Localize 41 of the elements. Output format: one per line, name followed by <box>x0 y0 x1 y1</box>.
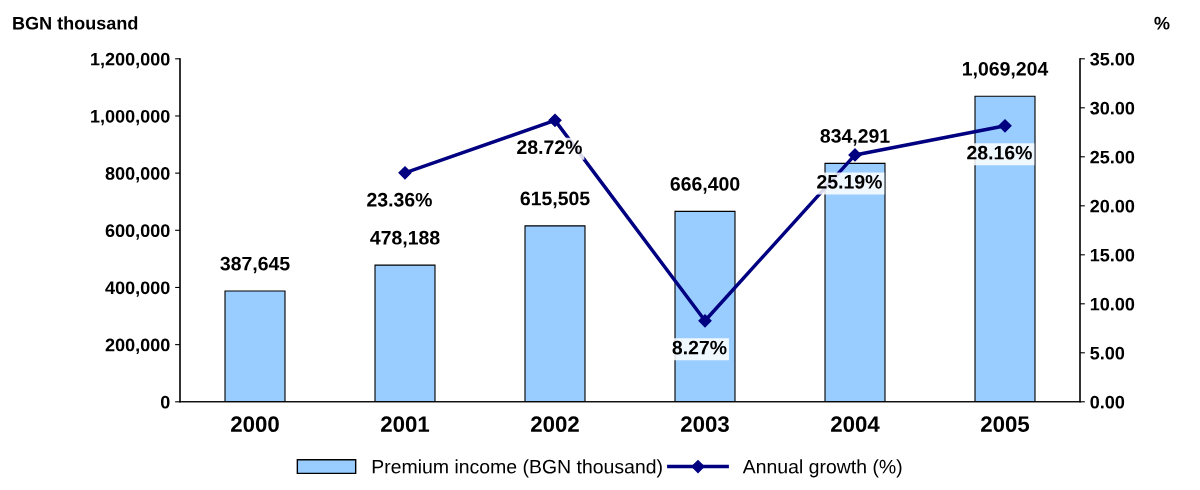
data-label: 478,188 <box>370 230 440 248</box>
y-tick-label: 200,000 <box>105 338 170 354</box>
data-label: 834,291 <box>820 129 890 146</box>
y2-tick-label: 10.00 <box>1090 297 1135 311</box>
point <box>848 148 862 162</box>
data-label: 28.16% <box>967 145 1032 160</box>
y-tick-label: 1,000,000 <box>91 109 170 126</box>
point <box>698 314 712 328</box>
y2-tick-label: 20.00 <box>1090 199 1135 213</box>
point <box>398 166 412 180</box>
x-tick-label: 2003 <box>681 416 729 433</box>
y2-tick-label: 15.00 <box>1090 248 1135 262</box>
x-tick-label: 2000 <box>231 416 279 433</box>
data-label: 23.36% <box>367 192 432 207</box>
y2-tick-label: 0.00 <box>1090 395 1125 409</box>
y2-tick-label: 30.00 <box>1090 101 1135 115</box>
data-label: 1,069,204 <box>962 61 1049 79</box>
y-tick-label: 0 <box>160 395 170 409</box>
point <box>998 119 1012 133</box>
data-label: 8.27% <box>672 340 727 355</box>
data-label: 666,400 <box>670 177 740 194</box>
y2-axis-title: % <box>1154 16 1170 30</box>
legend-label: Premium income (BGN thousand) <box>372 459 662 478</box>
y2-tick-label: 5.00 <box>1090 346 1125 360</box>
data-label: 615,505 <box>520 191 590 209</box>
y2-tick-label: 25.00 <box>1090 150 1135 164</box>
point <box>548 113 562 127</box>
y-tick-label: 600,000 <box>105 224 170 240</box>
y-tick-label: 1,200,000 <box>91 52 170 69</box>
data-label: 387,645 <box>220 256 290 274</box>
y-tick-label: 800,000 <box>105 167 170 183</box>
data-label: 25.19% <box>817 174 882 189</box>
data-label: 28.72% <box>517 140 582 155</box>
y-axis-title: BGN thousand <box>13 16 138 30</box>
x-tick-label: 2001 <box>381 416 430 433</box>
y2-tick-label: 35.00 <box>1090 52 1135 66</box>
x-tick-label: 2002 <box>531 416 579 433</box>
legend-label: Annual growth (%) <box>742 459 902 478</box>
x-tick-label: 2005 <box>981 416 1030 433</box>
y-tick-label: 400,000 <box>105 281 170 297</box>
x-tick-label: 2004 <box>831 416 880 433</box>
